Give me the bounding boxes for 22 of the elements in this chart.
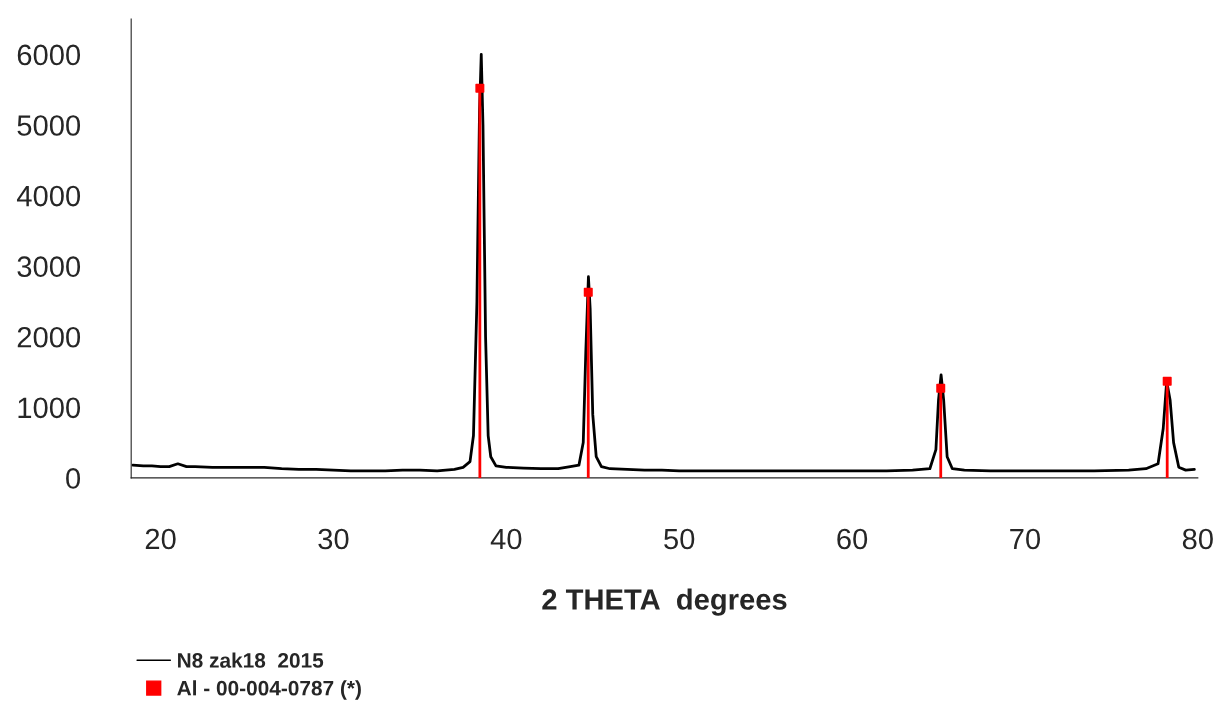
- x-tick-label: 80: [1182, 528, 1213, 550]
- y-tick-label: 6000: [17, 44, 81, 66]
- point: [1162, 376, 1172, 386]
- x-tick-label: 50: [664, 528, 695, 550]
- x-tick-label: 70: [1010, 528, 1041, 550]
- y-tick-label: 2000: [17, 326, 81, 348]
- x-tick-label: 20: [145, 528, 176, 550]
- point: [475, 83, 485, 93]
- y-tick-label: 3000: [17, 256, 81, 278]
- y-tick-label: 0: [66, 468, 81, 489]
- x-tick-label: 40: [490, 528, 522, 550]
- y-tick-label: 5000: [17, 115, 81, 136]
- x-tick-label: 60: [837, 528, 868, 550]
- legend-label: N8 zak18 2015: [178, 652, 324, 668]
- x-axis-title: 2 THETA degrees: [542, 588, 787, 616]
- y-tick-label: 4000: [16, 185, 81, 207]
- legend-label: Al - 00-004-0787 (*): [177, 680, 361, 700]
- y-tick-label: 1000: [18, 397, 81, 419]
- x-tick-label: 30: [318, 528, 349, 550]
- point: [936, 383, 946, 393]
- point: [583, 287, 593, 297]
- line-series: [131, 53, 1196, 473]
